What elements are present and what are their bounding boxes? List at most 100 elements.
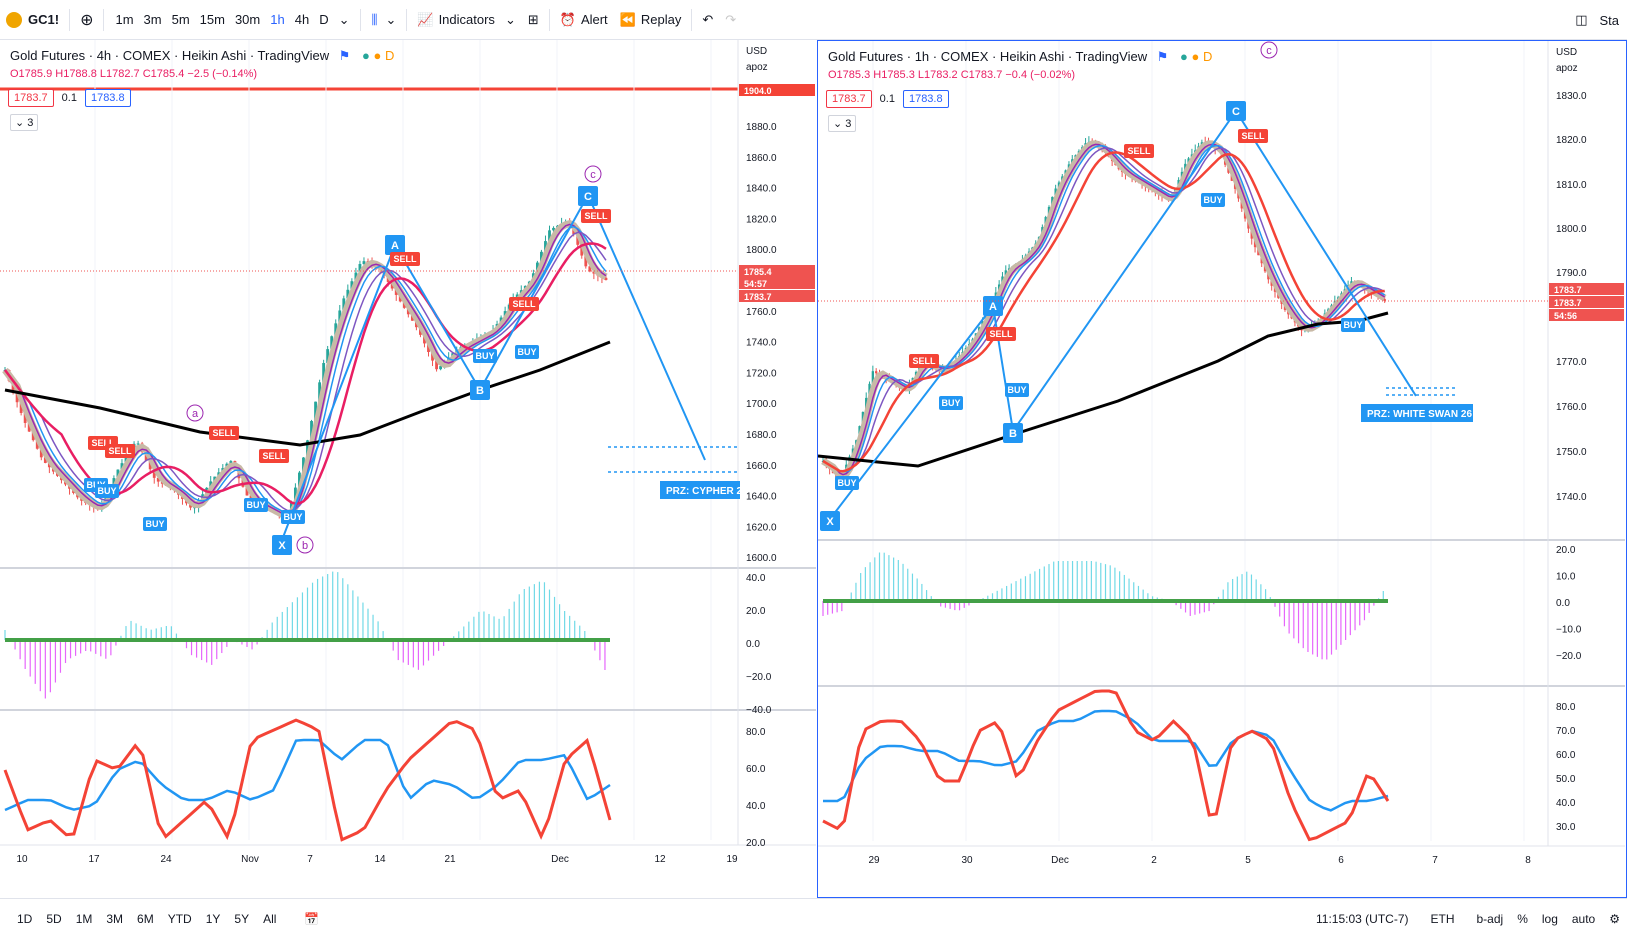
range-5Y[interactable]: 5Y [234,911,250,926]
tf-30m[interactable]: 30m [234,12,261,27]
timeframe-dropdown-icon[interactable]: ⌄ [338,11,350,27]
flag-icon[interactable]: ⚑ [1156,49,1169,64]
pattern-point-B-bg [1003,423,1023,443]
range-All[interactable]: All [263,911,277,926]
range-1M[interactable]: 1M [75,911,93,926]
time-tick: Dec [1051,855,1069,866]
indicator-collapse-button[interactable]: ⌄ 3 [828,115,857,132]
time-tick: Dec [551,854,569,865]
tf-4h[interactable]: 4h [294,12,310,27]
range-3M[interactable]: 3M [106,911,124,926]
auto-toggle[interactable]: auto [1571,912,1596,926]
clock-time[interactable]: 11:15:03 (UTC-7) [1316,912,1409,926]
wave-label-b: b [302,540,308,552]
sell-signal: SELL [1241,131,1265,141]
prz-box [1361,404,1473,422]
buy-signal: BUY [1203,195,1222,205]
tf-5m[interactable]: 5m [171,12,190,27]
time-tick: 30 [961,855,973,866]
redo-button[interactable]: ↷ [719,0,742,40]
indicators-icon: 📈 [417,11,434,27]
chevron-down-icon: ⌄ [385,11,397,27]
session-toggle[interactable]: ETH [1430,912,1455,926]
right-chart-pane[interactable]: USD apoz 1830.0 1820.0 1810.0 1800.0 1790.0 177… [817,40,1627,898]
price-tick: 1720.0 [746,368,777,379]
time-tick: 2 [1151,855,1157,866]
range-5D[interactable]: 5D [46,911,62,926]
price-tag-bg [739,290,815,302]
osc1-tick: 40.0 [746,573,766,584]
ask-box[interactable]: 1783.8 [902,90,949,108]
right-chart-canvas[interactable]: USD apoz 1830.0 1820.0 1810.0 1800.0 1790.0 177… [818,41,1625,896]
buy-signal-bg [515,345,539,359]
sell-signal-bg [581,209,611,223]
buy-signal: BUY [1007,385,1026,395]
indicators-button[interactable]: 📈 Indicators ⌄ [411,0,521,40]
tf-D[interactable]: D [319,12,329,27]
osc2-tick: 60.0 [1556,750,1576,761]
percent-toggle[interactable]: % [1517,912,1528,926]
range-1Y[interactable]: 1Y [205,911,221,926]
toolbar-right-label[interactable]: Sta [1599,12,1619,28]
time-tick: 8 [1525,855,1531,866]
wave-label-c: c [590,169,596,181]
prz-label: PRZ: CYPHER 20 [666,486,748,497]
tf-1h[interactable]: 1h [270,12,285,27]
left-ohlc: O1785.9 H1788.8 L1782.7 C1785.4 −2.5 (−0… [10,68,258,80]
buy-signal-bg [143,517,167,531]
right-chart-title: Gold Futures · 1h · COMEX · Heikin Ashi … [828,49,1148,64]
tf-15m[interactable]: 15m [199,12,225,27]
candle [576,234,580,245]
replay-button[interactable]: ⏪ Replay [614,0,688,40]
time-tick: 14 [374,854,386,865]
candle [310,421,313,441]
collapse-count: 3 [845,118,852,130]
compare-button[interactable]: ⊕ [74,0,99,40]
ma-purple [822,143,1386,476]
left-chart-canvas[interactable]: USDapoz1880.01860.01840.01820.01800.0178… [0,40,816,898]
pattern-point-A-bg [385,235,405,255]
undo-icon: ↶ [702,11,714,27]
sell-signal-bg [105,444,135,458]
alert-button[interactable]: ⏰ Alert [554,0,614,40]
panel-toggle-button[interactable]: ◫ [1569,0,1593,40]
adjust-toggle[interactable]: b-adj [1476,912,1504,926]
tf-3m[interactable]: 3m [143,12,162,27]
range-6M[interactable]: 6M [137,911,154,926]
osc2-tick: 20.0 [746,838,766,849]
candle [293,487,297,503]
goto-date-icon[interactable]: 📅 [304,911,320,926]
pattern-point-C-bg [578,186,598,206]
osc2-tick: 80.0 [746,727,766,738]
price-tick: 1600.0 [746,553,777,564]
right-ohlc: O1785.3 H1785.3 L1783.2 C1783.7 −0.4 (−0… [828,69,1076,81]
pattern-point-C: C [1232,106,1240,118]
osc1-tick: −20.0 [1556,651,1582,662]
log-toggle[interactable]: log [1541,912,1558,926]
osc1-tick: 20.0 [1556,545,1576,556]
status-dot-icon: ● [1180,49,1188,64]
bid-box[interactable]: 1783.7 [826,90,872,108]
tf-1m[interactable]: 1m [115,12,134,27]
left-chart-pane[interactable]: USDapoz1880.01860.01840.01820.01800.0178… [0,40,816,898]
replay-label: Replay [640,12,682,27]
undo-button[interactable]: ↶ [696,0,719,40]
layouts-button[interactable]: ⊞ [522,0,545,40]
pattern-point-X: X [826,516,834,528]
flag-icon[interactable]: ⚑ [338,48,351,63]
sell-signal: SELL [1127,146,1151,156]
ask-box[interactable]: 1783.8 [84,89,131,107]
candle [604,277,608,280]
price-tick: 1840.0 [746,184,777,195]
settings-icon[interactable]: ⚙ [1609,912,1620,926]
chart-type-button[interactable]: ⫼ ⌄ [365,0,402,40]
time-tick: Nov [241,854,259,865]
indicator-collapse-button[interactable]: ⌄ 3 [10,114,39,131]
bid-box[interactable]: 1783.7 [8,89,54,107]
symbol-search[interactable]: GC1! [0,0,65,40]
bottom-toolbar: 1D 5D 1M 3M 6M YTD 1Y 5Y All 📅 11:15:03 … [0,898,1627,938]
osc1-tick: −10.0 [1556,625,1582,636]
range-YTD[interactable]: YTD [167,911,192,926]
range-1D[interactable]: 1D [17,911,33,926]
price-tick: 1620.0 [746,522,777,533]
